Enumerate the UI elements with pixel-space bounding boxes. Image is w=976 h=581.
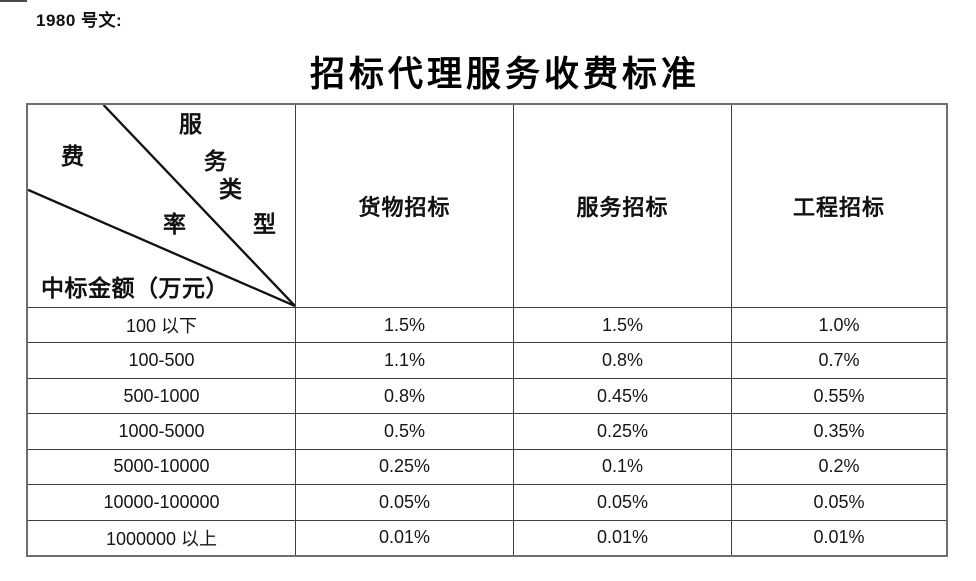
rate-cell: 0.35% (731, 413, 946, 449)
rate-cell: 0.01% (295, 519, 513, 555)
corner-label-fee-char1: 费 (61, 144, 84, 169)
rate-cell: 0.5% (295, 413, 513, 449)
rate-cell: 1.5% (513, 307, 731, 343)
rate-cell: 0.01% (513, 519, 731, 555)
fee-standard-table: 费 率 服 务 类 型 中标金额（万元） 货物招标 服务招标 工程招标 100 … (26, 103, 948, 557)
rate-cell: 0.1% (513, 448, 731, 485)
rate-cell: 0.7% (731, 342, 946, 378)
row-label: 500-1000 (28, 377, 295, 413)
rate-cell: 1.0% (731, 307, 946, 343)
rate-cell: 0.05% (731, 484, 946, 520)
rate-cell: 0.01% (731, 519, 946, 555)
rate-cell: 0.05% (513, 484, 731, 520)
rate-cell: 0.8% (513, 342, 731, 378)
rate-cell: 1.1% (295, 342, 513, 378)
doc-reference-number: 1980 号文: (36, 11, 123, 30)
row-label: 100 以下 (28, 307, 295, 342)
row-label: 1000-5000 (28, 413, 295, 448)
rate-cell: 0.25% (295, 448, 513, 485)
column-header-services: 服务招标 (513, 105, 731, 307)
rate-cell: 0.2% (731, 448, 946, 485)
row-label: 1000000 以上 (28, 519, 295, 555)
rate-cell: 0.05% (295, 484, 513, 520)
row-label: 5000-10000 (28, 448, 295, 484)
diagonal-line-upper (102, 105, 295, 307)
corner-label-type-char4: 型 (253, 212, 276, 237)
page-title: 招标代理服务收费标准 (309, 55, 700, 94)
screen-edge-artifact (0, 0, 27, 2)
column-header-goods: 货物招标 (295, 105, 513, 307)
diagonal-header-cell: 费 率 服 务 类 型 中标金额（万元） (28, 105, 295, 307)
row-label: 10000-100000 (28, 484, 295, 519)
rate-cell: 0.8% (295, 377, 513, 414)
diagonal-lines (28, 105, 295, 307)
rate-cell: 0.55% (731, 377, 946, 414)
corner-label-amount: 中标金额（万元） (41, 276, 229, 301)
rate-cell: 0.45% (513, 377, 731, 414)
rate-cell: 0.25% (513, 413, 731, 449)
corner-label-type-char1: 服 (179, 112, 202, 137)
row-label: 100-500 (28, 342, 295, 377)
corner-label-fee-char2: 率 (163, 212, 186, 237)
corner-label-type-char2: 务 (204, 149, 227, 174)
diagonal-line-lower (28, 188, 295, 307)
corner-label-type-char3: 类 (219, 177, 242, 202)
column-header-engineering: 工程招标 (731, 105, 946, 307)
rate-cell: 1.5% (295, 307, 513, 343)
